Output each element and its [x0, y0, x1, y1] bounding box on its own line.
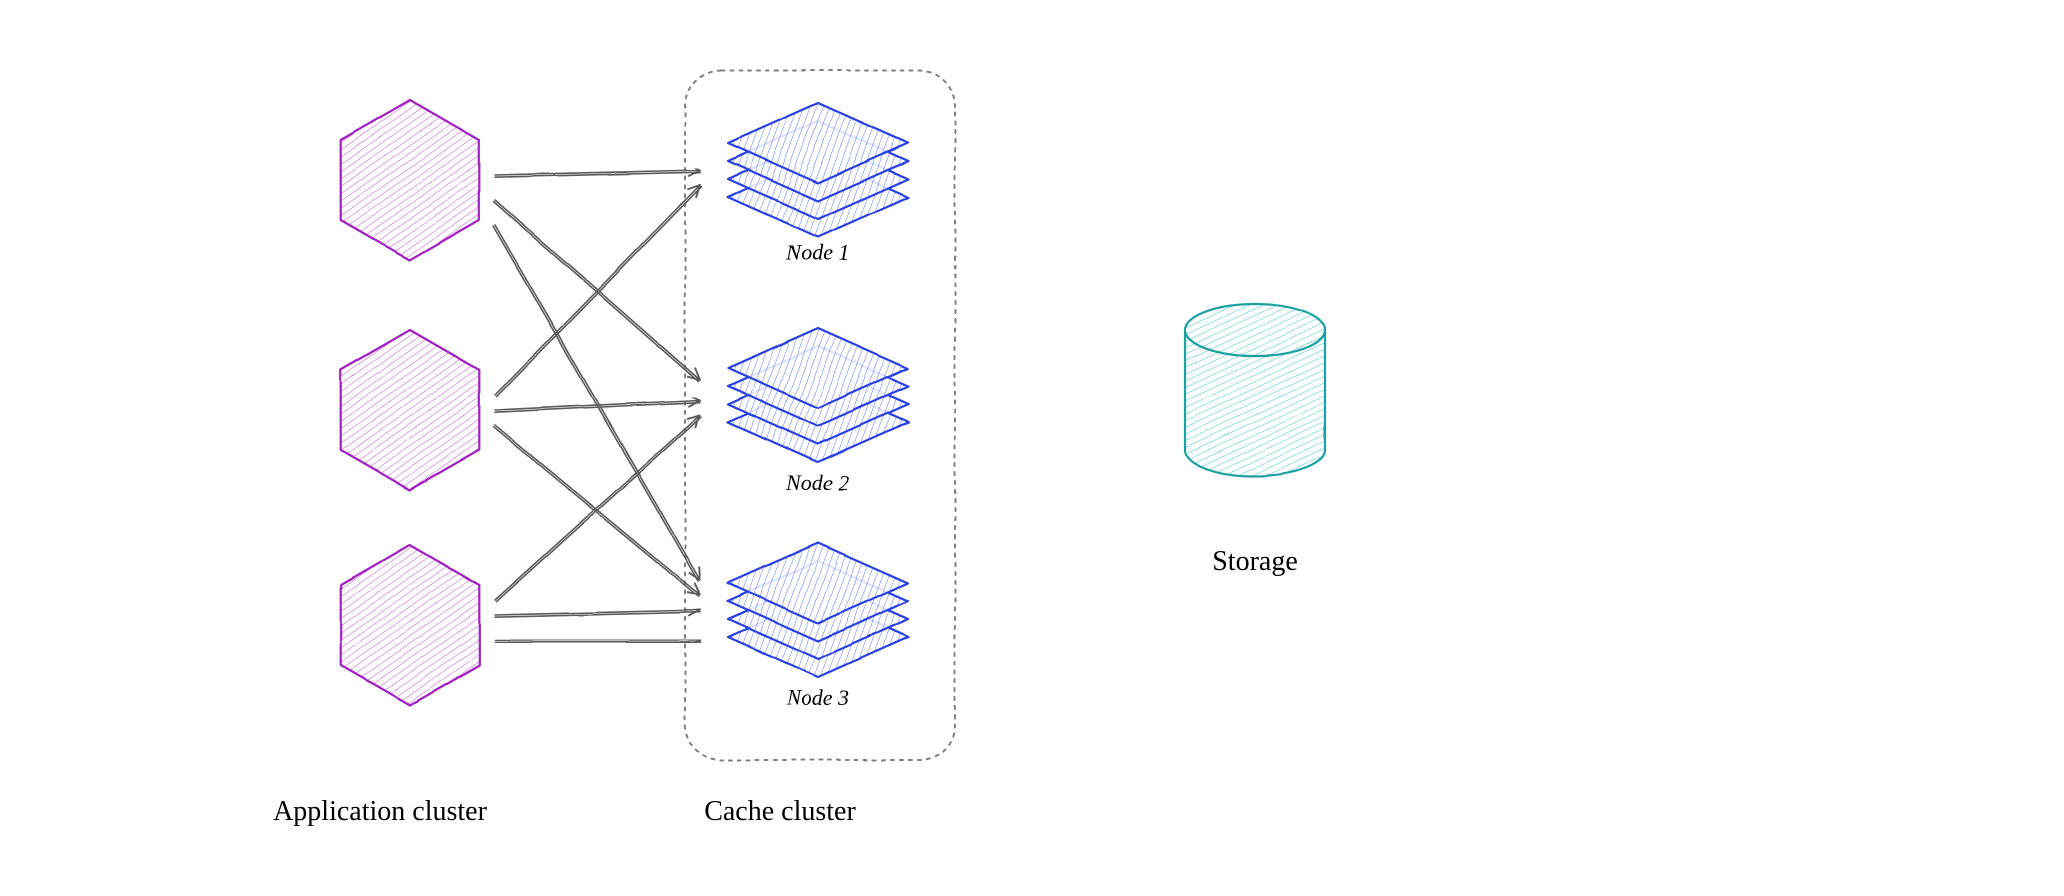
cache-cluster-label: Cache cluster — [704, 796, 856, 827]
cache-node-3: Node 3 — [728, 543, 908, 710]
app-node-1 — [341, 100, 480, 260]
cache-node-1: Node 1 — [728, 103, 908, 265]
arrow-app-cache-8 — [495, 610, 700, 617]
app-node-3 — [341, 545, 480, 705]
app-node-2 — [341, 330, 480, 490]
storage-label: Storage — [1212, 546, 1298, 577]
cache-node-3-label: Node 3 — [786, 685, 850, 710]
cache-node-1-label: Node 1 — [786, 240, 850, 265]
cache-node-2: Node 2 — [728, 328, 908, 495]
arrow-app-cache-1 — [495, 170, 700, 177]
application-cluster-label: Application cluster — [273, 796, 488, 827]
arrow-app-cache-9 — [495, 640, 700, 642]
cache-node-2-label: Node 2 — [786, 470, 850, 495]
storage-cylinder — [1185, 304, 1325, 476]
